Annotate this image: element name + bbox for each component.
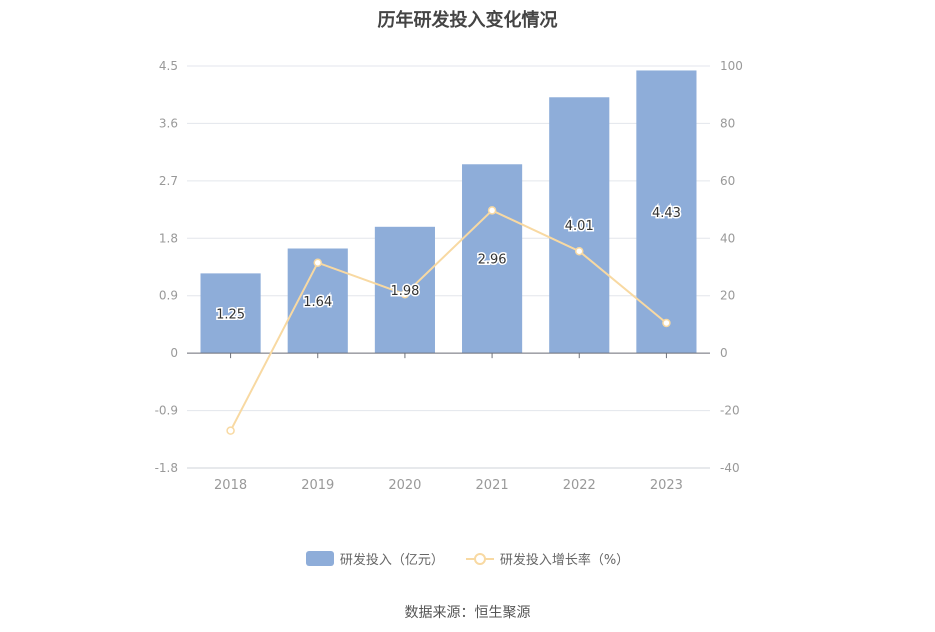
right-tick-label: -20: [720, 404, 740, 418]
bar-value-label-2023: 4.43: [652, 206, 681, 221]
left-tick-label: 1.8: [159, 231, 178, 245]
left-tick-label: -1.8: [155, 461, 178, 475]
bar-2022: [549, 97, 610, 354]
bar-value-label-2019: 1.64: [303, 295, 332, 310]
right-tick-label: 40: [720, 231, 735, 245]
growth-rate-point-2018: [226, 426, 235, 435]
legend-item-growth-rate[interactable]: 研发投入增长率（%）: [465, 549, 630, 568]
x-tick-label-2019: 2019: [301, 478, 334, 493]
right-tick-label: 0: [720, 346, 728, 360]
x-tick-label-2023: 2023: [650, 478, 683, 493]
bar-2020: [374, 226, 435, 354]
legend-label-rd-investment: 研发投入（亿元）: [339, 553, 444, 568]
left-tick-label: 3.6: [159, 116, 178, 130]
growth-rate-point-2021: [487, 206, 497, 215]
legend: 研发投入（亿元） 研发投入增长率（%）: [0, 549, 935, 568]
growth-rate-point-2023: [662, 318, 671, 328]
x-tick-label-2021: 2021: [476, 478, 509, 493]
x-tick-label-2022: 2022: [563, 478, 596, 493]
legend-swatch-bar: [305, 551, 334, 566]
bar-value-label-2021: 2.96: [478, 253, 507, 268]
left-tick-label: 0: [170, 346, 178, 360]
left-tick-label: 2.7: [159, 174, 178, 188]
right-tick-label: 20: [720, 289, 735, 303]
left-tick-label: 0.9: [159, 289, 178, 303]
bar-value-label-2020: 1.98: [390, 284, 419, 299]
growth-rate-point-2019: [313, 258, 322, 267]
growth-rate-point-2020: [400, 290, 410, 299]
bar-2018: [200, 273, 261, 354]
left-tick-label: -0.9: [155, 404, 178, 418]
right-tick-label: -40: [720, 461, 740, 475]
right-tick-label: 60: [720, 174, 735, 188]
data-source: 数据来源：恒生聚源: [404, 605, 531, 621]
growth-rate-line: [229, 209, 668, 432]
bar-value-label-2018: 1.25: [216, 307, 245, 322]
growth-rate-point-2022: [575, 246, 584, 256]
bar-value-label-2022: 4.01: [565, 219, 594, 234]
bar-2021: [462, 164, 523, 354]
right-tick-label: 100: [720, 59, 743, 73]
left-tick-label: 4.5: [159, 59, 178, 73]
legend-item-rd-investment[interactable]: 研发投入（亿元）: [305, 549, 444, 568]
legend-swatch-line: [465, 551, 494, 566]
x-tick-label-2018: 2018: [214, 478, 247, 493]
chart-title: 历年研发投入变化情况: [377, 10, 558, 31]
legend-label-growth-rate: 研发投入增长率（%）: [499, 553, 630, 568]
right-tick-label: 80: [720, 116, 735, 130]
x-tick-label-2020: 2020: [388, 478, 421, 493]
